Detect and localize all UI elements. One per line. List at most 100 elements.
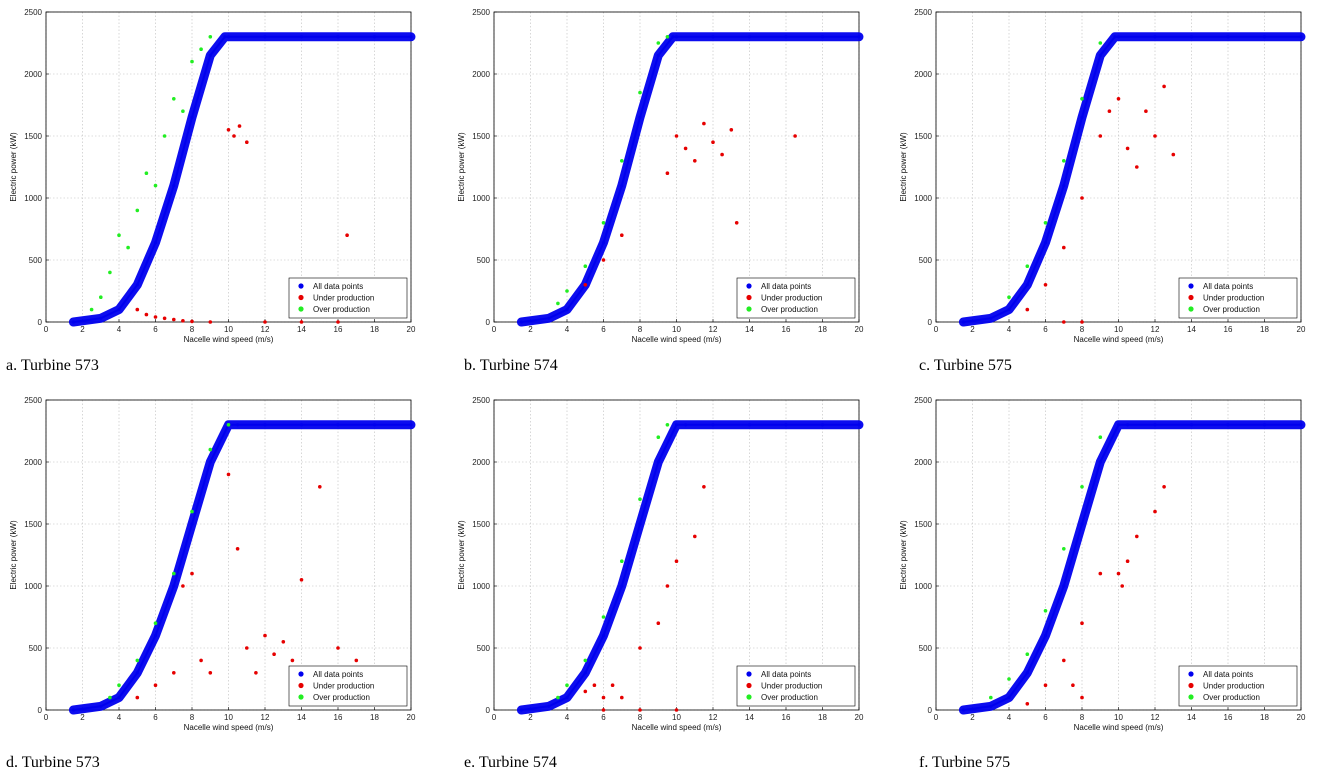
- point-all: [1226, 35, 1230, 39]
- point-over: [172, 97, 176, 101]
- x-tick-label: 8: [1080, 325, 1085, 334]
- legend-label-under: Under production: [761, 682, 822, 691]
- x-tick-label: 12: [1151, 325, 1160, 334]
- legend-label-under: Under production: [1203, 294, 1264, 303]
- y-tick-label: 2000: [914, 70, 932, 79]
- y-tick-label: 2500: [914, 8, 932, 17]
- point-under: [190, 319, 194, 324]
- point-under: [638, 708, 642, 712]
- point-all: [71, 320, 75, 324]
- legend-label-all: All data points: [313, 670, 363, 679]
- point-all: [638, 115, 642, 119]
- point-over: [1062, 159, 1066, 163]
- caption-b: b. Turbine 574: [464, 357, 558, 374]
- point-under: [172, 317, 176, 322]
- series-over: [989, 435, 1103, 700]
- point-over: [1062, 547, 1066, 551]
- legend-marker-all: [746, 283, 752, 289]
- legend-label-under: Under production: [313, 682, 374, 691]
- point-under: [235, 547, 240, 551]
- series-all: [516, 32, 864, 327]
- point-over: [665, 423, 670, 427]
- legend-label-under: Under production: [761, 294, 822, 303]
- x-tick-label: 18: [370, 713, 379, 722]
- x-axis-label: Nacelle wind speed (m/s): [184, 723, 274, 732]
- point-under: [620, 695, 624, 700]
- point-all: [1299, 35, 1303, 39]
- y-tick-label: 1500: [472, 520, 490, 529]
- point-all: [372, 423, 377, 427]
- y-tick-label: 1500: [472, 132, 490, 141]
- point-over: [144, 171, 149, 175]
- point-all: [671, 35, 675, 39]
- y-tick-label: 2000: [472, 458, 490, 467]
- point-under: [281, 640, 286, 644]
- legend-marker-under: [746, 682, 752, 689]
- x-tick-label: 20: [1297, 325, 1306, 334]
- point-over: [135, 208, 140, 213]
- point-over: [1080, 97, 1084, 101]
- x-tick-label: 4: [565, 325, 570, 334]
- point-under: [638, 646, 642, 650]
- scatter-chart-f: 0 2 4 6 8 10 12 14 16 18 20 0 500 1000 1500 2000 2500 Nac…: [899, 396, 1306, 732]
- point-all: [172, 184, 176, 188]
- y-tick-label: 500: [919, 256, 933, 265]
- point-over: [135, 658, 140, 663]
- x-tick-label: 18: [370, 325, 379, 334]
- point-under: [135, 695, 140, 700]
- legend-marker-over: [298, 306, 304, 312]
- point-over: [601, 615, 606, 619]
- x-tick-label: 0: [44, 713, 49, 722]
- point-all: [1153, 35, 1157, 39]
- point-under: [711, 140, 715, 144]
- point-under: [620, 233, 624, 237]
- point-under: [181, 319, 185, 323]
- legend-marker-over: [746, 694, 752, 700]
- point-over: [172, 571, 176, 576]
- point-under: [208, 671, 213, 675]
- x-tick-label: 6: [1043, 325, 1048, 334]
- point-under: [601, 708, 606, 712]
- point-all: [336, 35, 340, 39]
- point-all: [820, 35, 825, 39]
- x-tick-label: 10: [224, 325, 233, 334]
- caption-e: e. Turbine 574: [464, 754, 557, 771]
- point-all: [1189, 423, 1194, 427]
- point-under: [1062, 658, 1066, 663]
- point-over: [153, 183, 158, 188]
- chart-panel-f: 0 2 4 6 8 10 12 14 16 18 20 0 500 1000 1500 2000 2500 Nac…: [890, 388, 1310, 733]
- point-all: [99, 316, 103, 320]
- chart-panel-b: 0 2 4 6 8 10 12 14 16 18 20 0 500 1000 1500 2000 2500 Nac…: [448, 0, 868, 345]
- point-under: [674, 559, 679, 563]
- y-axis-label: Electric power (kW): [899, 132, 908, 202]
- point-all: [299, 423, 304, 427]
- series-under: [1025, 485, 1166, 706]
- point-under: [336, 320, 340, 324]
- point-all: [1299, 423, 1303, 427]
- legend-label-all: All data points: [761, 282, 811, 291]
- x-tick-label: 14: [745, 325, 754, 334]
- point-under: [1071, 683, 1075, 687]
- caption-a: a. Turbine 573: [6, 357, 99, 374]
- x-tick-label: 2: [528, 325, 533, 334]
- point-under: [693, 159, 697, 163]
- point-all: [620, 184, 624, 188]
- point-over: [199, 47, 203, 51]
- x-tick-label: 0: [492, 713, 497, 722]
- point-all: [263, 35, 267, 39]
- legend: All data points Under production Over prod…: [1178, 277, 1298, 319]
- legend-marker-over: [746, 306, 752, 312]
- legend-box: [1178, 277, 1298, 319]
- point-over: [656, 41, 661, 45]
- legend-marker-all: [1188, 671, 1194, 677]
- point-all: [711, 423, 715, 427]
- point-under: [1125, 559, 1130, 563]
- point-over: [190, 509, 194, 514]
- x-tick-label: 0: [492, 325, 497, 334]
- point-under: [702, 121, 706, 126]
- x-tick-label: 10: [1114, 325, 1123, 334]
- point-under: [226, 128, 231, 132]
- point-under: [245, 646, 249, 650]
- legend-marker-under: [1188, 682, 1194, 689]
- x-tick-label: 2: [970, 713, 975, 722]
